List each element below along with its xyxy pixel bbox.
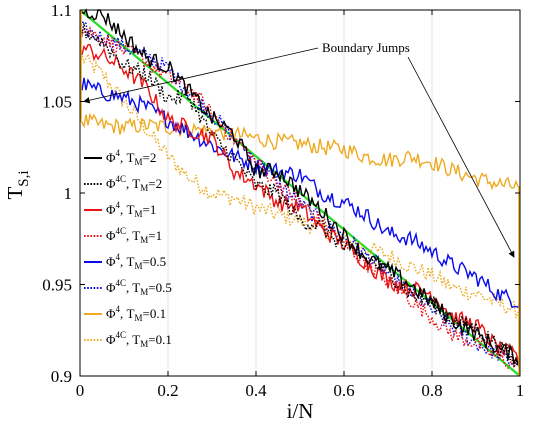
legend-item: Φ4C, TM=0.1 — [84, 330, 172, 349]
y-tick-label: 1.1 — [51, 1, 72, 20]
series-line-phi4-tm-2 — [79, 8, 521, 367]
legend-item: Φ4, TM=1 — [84, 200, 156, 219]
series-line-phi4c-tm-1 — [79, 25, 521, 371]
x-axis-title: i/N — [287, 399, 314, 423]
y-tick-label: 0.95 — [42, 276, 72, 295]
axis-ticks: 0 0.2 0.4 0.6 0.8 1 0.9 0.95 1 1.05 1.1 — [42, 1, 524, 400]
legend-item: Φ4C, TM=1 — [84, 226, 162, 245]
y-tick-label: 1 — [64, 184, 73, 203]
x-tick-label: 0.2 — [157, 381, 178, 400]
series-line-phi4c-tm-2 — [79, 23, 521, 368]
x-tick-label: 0.6 — [333, 381, 354, 400]
series-line-phi4-tm-1 — [79, 43, 521, 362]
annotation-arrow-right — [407, 56, 515, 258]
legend-label: Φ4C, TM=0.1 — [106, 330, 172, 349]
annotation-label: Boundary Jumps — [322, 40, 410, 55]
series-lines — [79, 8, 521, 376]
y-axis-title-main: T — [3, 187, 27, 200]
legend: Φ4, TM=2 Φ4C, TM=2 Φ4, TM=1 Φ4C, TM=1 Φ4, TM… — [84, 148, 172, 349]
series-line-phi4-tm-0_5 — [79, 77, 521, 309]
y-axis-title: TS,i — [3, 170, 32, 199]
boundary-jumps-annotation: Boundary Jumps — [83, 40, 515, 258]
y-tick-label: 0.9 — [51, 367, 72, 386]
series-line-phi4-tm-0_1 — [79, 112, 521, 191]
legend-item: Φ4, TM=0.5 — [84, 252, 166, 271]
legend-label: Φ4C, TM=1 — [106, 226, 162, 245]
legend-item: Φ4C, TM=0.5 — [84, 278, 172, 297]
legend-label: Φ4, TM=2 — [106, 148, 156, 167]
x-tick-label: 0 — [76, 381, 85, 400]
legend-label: Φ4, TM=0.1 — [106, 304, 166, 323]
y-axis-title-sub: S,i — [16, 170, 32, 186]
y-tick-label: 1.05 — [42, 93, 72, 112]
legend-item: Φ4, TM=0.1 — [84, 304, 166, 323]
legend-label: Φ4, TM=0.5 — [106, 252, 166, 271]
legend-item: Φ4C, TM=2 — [84, 174, 162, 193]
x-tick-label: 0.8 — [421, 381, 442, 400]
series-line-phi4c-tm-0_5 — [79, 21, 521, 368]
x-tick-label: 1 — [516, 381, 525, 400]
series-line-phi4c-tm-0_1 — [79, 52, 521, 319]
legend-item: Φ4, TM=2 — [84, 148, 156, 167]
legend-label: Φ4C, TM=2 — [106, 174, 162, 193]
annotation-arrow-left — [83, 47, 319, 104]
legend-label: Φ4, TM=1 — [106, 200, 156, 219]
x-tick-label: 0.4 — [245, 381, 267, 400]
legend-label: Φ4C, TM=0.5 — [106, 278, 172, 297]
